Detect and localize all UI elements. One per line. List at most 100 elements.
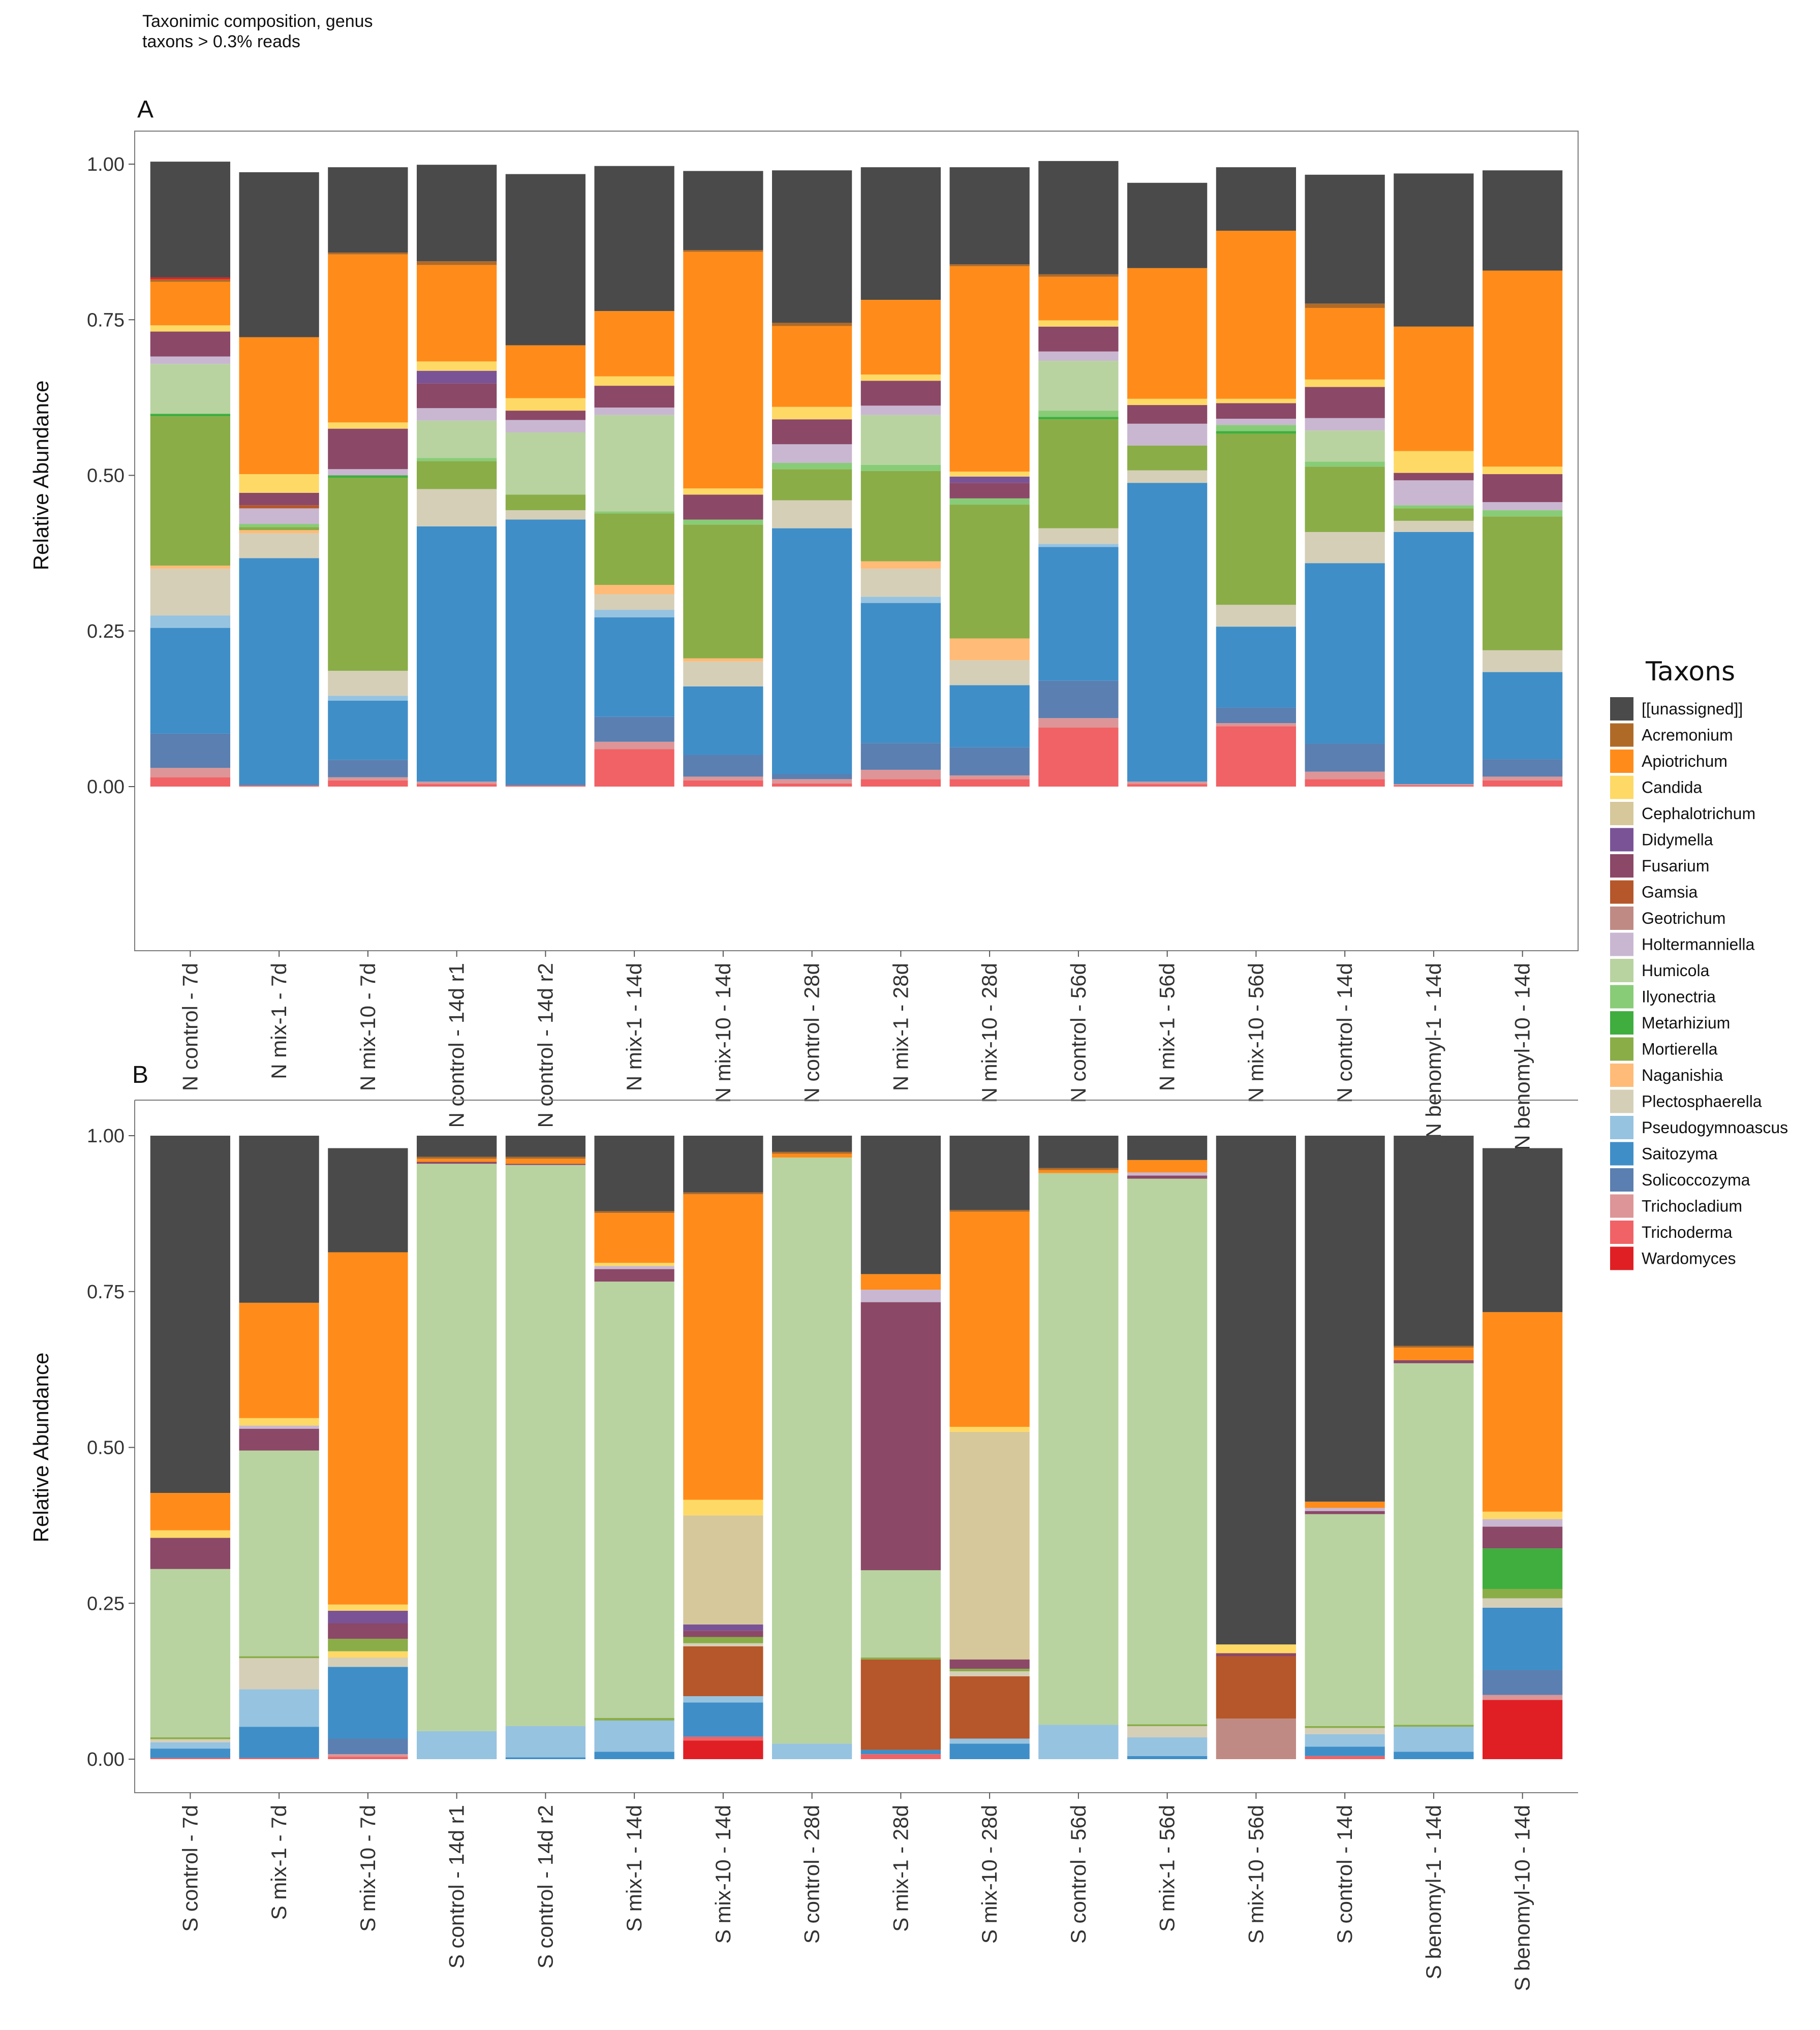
legend-item-gamsia: Gamsia	[1610, 880, 1698, 904]
segment-trichocladium	[328, 1754, 408, 1757]
segment-saitozyma	[1394, 532, 1474, 785]
segment-trichoderma	[150, 777, 231, 787]
segment-fusarium	[1127, 1175, 1208, 1179]
segment-trichocladium	[860, 769, 941, 779]
segment-trichoderma	[1305, 779, 1385, 787]
segment-trichocladium	[949, 775, 1030, 779]
legend-item-ilyonectria: Ilyonectria	[1610, 985, 1716, 1009]
x-tick-label: S mix-10 - 56d	[1244, 1805, 1268, 1944]
segment-cephalotrichum	[683, 1515, 763, 1625]
segment-apiotrichum	[1394, 326, 1474, 451]
legend-label: Mortierella	[1642, 1040, 1718, 1058]
x-tick-label: S benomyl-10 - 14d	[1510, 1805, 1534, 1991]
segment-holtermanniella	[1394, 480, 1474, 506]
segment-mortierella	[683, 1637, 763, 1643]
segment-acremonium	[949, 264, 1030, 266]
bar-n-control-28d	[772, 170, 852, 787]
segment-trichoderma	[328, 1757, 408, 1759]
segment-unassigned	[683, 1136, 763, 1193]
segment-gamsia	[860, 1659, 941, 1750]
legend-label: Acremonium	[1642, 726, 1733, 744]
segment-unassigned	[683, 171, 763, 251]
segment-acremonium	[150, 279, 231, 282]
segment-ilyonectria	[683, 519, 763, 525]
segment-apiotrichum	[860, 1274, 941, 1290]
bar-n-benomyl-1-14d	[1394, 173, 1474, 787]
segment-fusarium	[683, 1631, 763, 1637]
segment-unassigned	[328, 167, 408, 253]
segment-candida	[1216, 398, 1297, 403]
panel-a-letter: A	[137, 96, 154, 123]
segment-saitozyma	[1394, 1752, 1474, 1759]
segment-apiotrichum	[860, 300, 941, 375]
segment-apiotrichum	[416, 1159, 497, 1162]
segment-pseudogymnoascus	[1305, 1734, 1385, 1747]
segment-mortierella	[1394, 508, 1474, 521]
legend-item-fusarium: Fusarium	[1610, 854, 1709, 878]
legend-item-humicola: Humicola	[1610, 959, 1710, 982]
legend-item-metarhizium: Metarhizium	[1610, 1011, 1730, 1035]
segment-mortierella	[1038, 419, 1119, 528]
segment-naganishia	[860, 561, 941, 569]
segment-ilyonectria	[1038, 411, 1119, 417]
segment-ilyonectria	[860, 464, 941, 471]
segment-unassigned	[1482, 1148, 1563, 1313]
segment-humicola	[594, 415, 674, 512]
x-tick-label: S mix-1 - 7d	[267, 1805, 291, 1920]
segment-solicoccozyma	[1038, 680, 1119, 719]
segment-plectosphaerella	[416, 489, 497, 526]
segment-humicola	[594, 1282, 674, 1719]
legend-label: Gamsia	[1642, 883, 1698, 901]
segment-candida	[1482, 466, 1563, 475]
segment-holtermanniella	[860, 405, 941, 415]
segment-gamsia	[239, 505, 319, 509]
segment-mortierella	[1482, 1589, 1563, 1599]
segment-trichoderma	[1038, 727, 1119, 787]
segment-plectosphaerella	[1127, 470, 1208, 483]
legend-item-trichocladium: Trichocladium	[1610, 1194, 1742, 1218]
segment-plectosphaerella	[683, 661, 763, 686]
legend-label: Saitozyma	[1642, 1145, 1718, 1163]
segment-pseudogymnoascus	[505, 1726, 586, 1758]
x-tick-label: N control - 56d	[1066, 963, 1090, 1103]
segment-holtermanniella	[150, 356, 231, 364]
segment-saitozyma	[1305, 563, 1385, 744]
segment-saitozyma	[1216, 627, 1297, 708]
segment-apiotrichum	[949, 266, 1030, 472]
segment-trichoderma	[328, 780, 408, 787]
legend-swatch	[1610, 828, 1633, 852]
x-tick-label: S control - 14d r1	[445, 1805, 469, 1969]
legend-label: [[unassigned]]	[1642, 700, 1743, 718]
segment-apiotrichum	[772, 1153, 852, 1158]
segment-fusarium	[1127, 405, 1208, 424]
legend-label: Plectosphaerella	[1642, 1092, 1762, 1111]
segment-trichocladium	[1216, 723, 1297, 727]
segment-ilyonectria	[1305, 461, 1385, 467]
bar-n-mix-1-7d	[239, 172, 319, 787]
segment-saitozyma	[1482, 1607, 1563, 1670]
segment-trichoderma	[505, 785, 586, 787]
segment-fusarium	[1394, 1360, 1474, 1363]
segment-apiotrichum	[1482, 1312, 1563, 1512]
segment-saitozyma	[1305, 1746, 1385, 1756]
segment-trichoderma	[683, 1736, 763, 1741]
segment-candida	[1216, 1644, 1297, 1653]
bar-s-control-14d-r1	[416, 1136, 497, 1759]
segment-plectosphaerella	[505, 510, 586, 520]
segment-mortierella	[150, 416, 231, 566]
x-tick-label: S mix-1 - 28d	[888, 1805, 912, 1932]
segment-plectosphaerella	[1216, 605, 1297, 627]
segment-apiotrichum	[328, 254, 408, 423]
segment-candida	[949, 472, 1030, 477]
segment-solicoccozyma	[1482, 1670, 1563, 1695]
legend-item-cephalotrichum: Cephalotrichum	[1610, 802, 1755, 825]
segment-naganishia	[594, 585, 674, 595]
legend-item-didymella: Didymella	[1610, 828, 1713, 852]
legend-label: Candida	[1642, 778, 1702, 797]
bar-s-control-7d	[150, 1136, 231, 1759]
segment-saitozyma	[683, 1702, 763, 1737]
segment-ilyonectria	[594, 511, 674, 514]
segment-trichocladium	[1305, 771, 1385, 779]
segment-apiotrichum	[1127, 268, 1208, 399]
segment-humicola	[1305, 430, 1385, 462]
